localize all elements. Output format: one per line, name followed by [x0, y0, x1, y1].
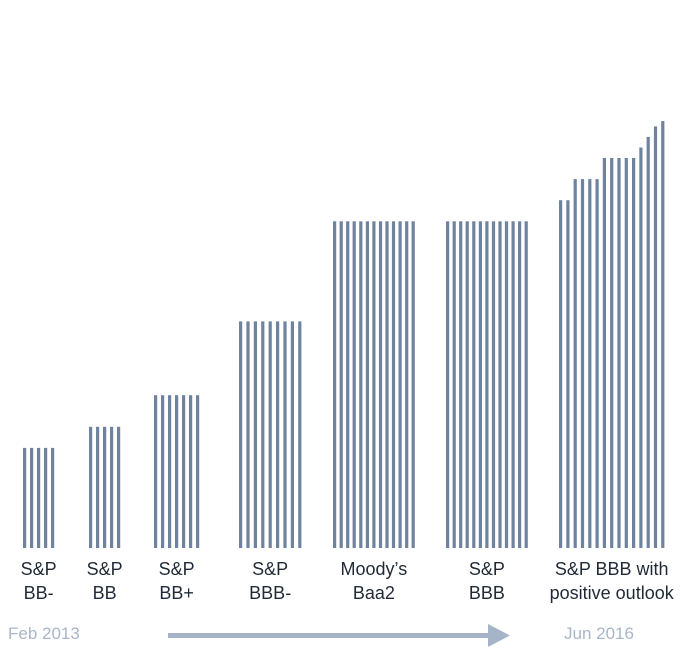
bar-stripe	[398, 221, 402, 549]
bar-stripe	[333, 221, 337, 549]
bar-stripe	[385, 221, 389, 549]
bar-stripe	[175, 395, 179, 548]
rating-label-line: Baa2	[352, 583, 395, 603]
bar-stripe	[595, 179, 599, 548]
bar-stripe	[391, 221, 396, 549]
bar-stripe	[44, 447, 48, 548]
bar-stripe	[411, 221, 415, 549]
bar-stripe	[359, 221, 363, 549]
bar-stripe	[283, 321, 287, 548]
bar-stripe	[646, 136, 650, 548]
bar-stripe	[23, 447, 27, 548]
rating-label: S&P BB-	[0, 557, 119, 605]
bar-stripe	[103, 426, 107, 548]
rating-label: S&P BBB with positive outlook	[532, 557, 685, 605]
timeline-arrow-shaft	[168, 633, 494, 638]
bar-stripe	[365, 221, 369, 549]
bar-stripe	[339, 221, 343, 549]
timeline-end-date: Jun 2016	[564, 624, 634, 643]
bar-stripe	[239, 321, 243, 548]
bar-stripe	[524, 221, 528, 549]
rating-label-line: S&P	[86, 559, 123, 579]
bar-stripe	[610, 158, 614, 548]
bar-stripe	[246, 321, 250, 548]
bar-stripe	[632, 158, 636, 548]
rating-label-line: S&P	[20, 559, 57, 579]
bar-stripe	[559, 200, 563, 548]
bar-stripe	[96, 426, 100, 548]
bar-stripe	[253, 321, 257, 548]
rating-label-line: Moody’s	[340, 559, 408, 579]
rating-label: S&P BB+	[97, 557, 257, 605]
rating-label: S&P BB	[25, 557, 185, 605]
bar-stripe	[518, 221, 522, 549]
bar-stripe	[511, 221, 515, 549]
bar-stripe	[485, 221, 489, 549]
bar-stripe	[182, 395, 186, 548]
bar-stripe	[498, 221, 502, 549]
bar-stripe	[290, 321, 294, 548]
bar-stripe	[154, 395, 158, 548]
timeline-arrow-head	[488, 624, 510, 647]
bar-stripe	[624, 158, 628, 548]
rating-label-line: S&P BBB with	[554, 559, 669, 579]
bar-stripe	[298, 321, 302, 548]
bar-stripe	[452, 221, 456, 549]
bar-stripe	[30, 447, 34, 548]
bar-stripe	[446, 221, 450, 549]
bar-stripe	[168, 395, 172, 548]
rating-label-line: BBB	[468, 583, 505, 603]
timeline-arrow	[168, 624, 510, 647]
bar-stripe	[268, 321, 272, 548]
rating-label-line: positive outlook	[549, 583, 674, 603]
rating-label-line: BB-	[23, 583, 54, 603]
rating-label-line: S&P	[468, 559, 505, 579]
bar-stripe	[491, 221, 496, 549]
bar-stripe	[602, 158, 606, 548]
rating-label: Moody’s Baa2	[294, 557, 454, 605]
bar-stripe	[346, 221, 350, 549]
bar-stripe	[276, 321, 280, 548]
rating-label: S&P BBB	[407, 557, 567, 605]
bar-stripe	[588, 179, 592, 548]
bar-stripe	[161, 395, 165, 548]
bar-stripe	[580, 179, 585, 548]
bar-stripe	[110, 426, 114, 548]
bar-stripe	[51, 447, 55, 548]
bar-stripe	[573, 179, 577, 548]
rating-label-line: S&P	[252, 559, 289, 579]
bar-stripe	[372, 221, 376, 549]
rating-label-line: BB+	[159, 583, 194, 603]
rating-label-line: S&P	[158, 559, 195, 579]
bar-stripe	[639, 147, 643, 548]
timeline-start-date: Feb 2013	[8, 624, 80, 643]
bar-stripe	[478, 221, 482, 549]
rating-label: S&P BBB-	[190, 557, 350, 605]
bar-stripe	[405, 221, 409, 549]
bar-stripe	[472, 221, 476, 549]
bar-stripe	[661, 121, 665, 548]
bar-stripe	[89, 426, 93, 548]
bar-stripe	[653, 126, 658, 549]
bar-stripe	[465, 221, 469, 549]
rating-label-line: BB	[92, 583, 117, 603]
bar-stripe	[352, 221, 356, 549]
bar-stripe	[261, 321, 265, 548]
rating-label-line: BBB-	[249, 583, 292, 603]
bar-stripe	[617, 158, 621, 548]
bar-stripe	[196, 395, 200, 548]
bar-stripe	[566, 200, 570, 548]
bar-stripe	[37, 447, 41, 548]
bar-stripe	[189, 395, 193, 548]
bar-stripe	[117, 426, 121, 548]
bar-stripe	[459, 221, 463, 549]
bar-stripe	[378, 221, 383, 549]
bar-stripe	[504, 221, 509, 549]
